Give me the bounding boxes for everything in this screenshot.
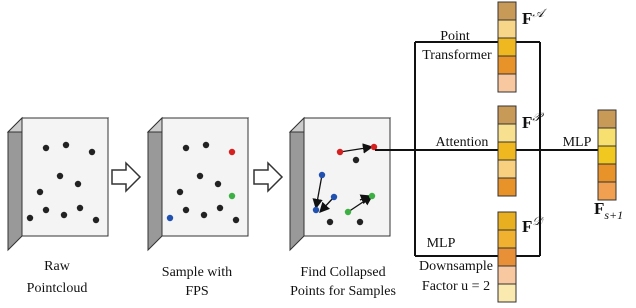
point	[217, 205, 223, 211]
point	[233, 217, 239, 223]
stage-label: Sample with	[162, 265, 232, 280]
feature-symbol: F	[594, 199, 604, 218]
point	[369, 193, 375, 199]
point	[43, 207, 49, 213]
feature-superscript: 𝒫	[532, 110, 544, 124]
feature-cell	[498, 266, 516, 284]
feature-superscript: 𝒜	[532, 6, 547, 20]
point	[327, 219, 333, 225]
hollow-arrow	[254, 163, 282, 191]
cube-side	[8, 118, 22, 250]
output-feature: Fs+1	[594, 199, 623, 222]
point	[57, 173, 63, 179]
cube-side	[148, 118, 162, 250]
feature-cell	[498, 160, 516, 178]
branch-label: Factor u = 2	[422, 279, 490, 294]
point	[177, 189, 183, 195]
feature-label: F𝒜	[522, 6, 547, 28]
feature-cell	[498, 20, 516, 38]
point	[75, 181, 81, 187]
feature-cell	[598, 128, 616, 146]
feature-cell	[598, 182, 616, 200]
feature-subscript: s+1	[604, 208, 623, 222]
feature-cell	[498, 124, 516, 142]
point	[357, 219, 363, 225]
point	[183, 207, 189, 213]
feature-symbol: F	[522, 217, 532, 236]
feature-cell	[498, 74, 516, 92]
point	[27, 215, 33, 221]
feature-cell	[498, 230, 516, 248]
branch-label: Point	[440, 29, 470, 44]
branch-label: MLP	[427, 236, 456, 251]
point	[201, 212, 207, 218]
point	[167, 215, 173, 221]
feature-cell	[498, 2, 516, 20]
point	[37, 189, 43, 195]
stage-label: FPS	[185, 284, 208, 299]
feature-cell	[498, 38, 516, 56]
hollow-arrow	[112, 163, 140, 191]
stage-label: Find Collapsed	[300, 265, 385, 280]
branch-label: Downsample	[419, 259, 493, 274]
point	[319, 172, 325, 178]
point	[43, 145, 49, 151]
point	[203, 142, 209, 148]
branch-label: Transformer	[422, 48, 492, 63]
feature-cell	[498, 142, 516, 160]
shapes	[8, 2, 616, 302]
cube-side	[290, 118, 304, 250]
point	[89, 149, 95, 155]
point	[77, 205, 83, 211]
point	[215, 181, 221, 187]
feature-cell	[598, 110, 616, 128]
feature-cell	[498, 248, 516, 266]
stage-label: Raw	[44, 259, 71, 274]
point	[63, 142, 69, 148]
point	[313, 207, 319, 213]
stage-label: Pointcloud	[27, 281, 88, 296]
point	[197, 173, 203, 179]
feature-cell	[498, 212, 516, 230]
feature-cell	[498, 56, 516, 74]
output-label: MLP	[563, 135, 592, 150]
point	[93, 217, 99, 223]
point	[61, 212, 67, 218]
feature-symbol: F	[522, 113, 532, 132]
cube-front	[304, 118, 390, 236]
point	[229, 193, 235, 199]
branch-label: Attention	[436, 135, 489, 150]
diagram: Raw Pointcloud Sample with FPS Find Coll…	[0, 0, 636, 308]
feature-symbol: F	[522, 9, 532, 28]
feature-label: F𝒫	[522, 110, 544, 132]
feature-cell	[498, 284, 516, 302]
point	[337, 149, 343, 155]
feature-label: F𝒟	[522, 214, 544, 236]
point	[353, 157, 359, 163]
point	[345, 209, 351, 215]
feature-cell	[598, 164, 616, 182]
point	[331, 194, 337, 200]
feature-cell	[498, 178, 516, 196]
point	[229, 149, 235, 155]
feature-superscript: 𝒟	[532, 214, 544, 228]
point	[183, 145, 189, 151]
feature-cell	[598, 146, 616, 164]
stage-label: Points for Samples	[290, 284, 396, 299]
feature-cell	[498, 106, 516, 124]
